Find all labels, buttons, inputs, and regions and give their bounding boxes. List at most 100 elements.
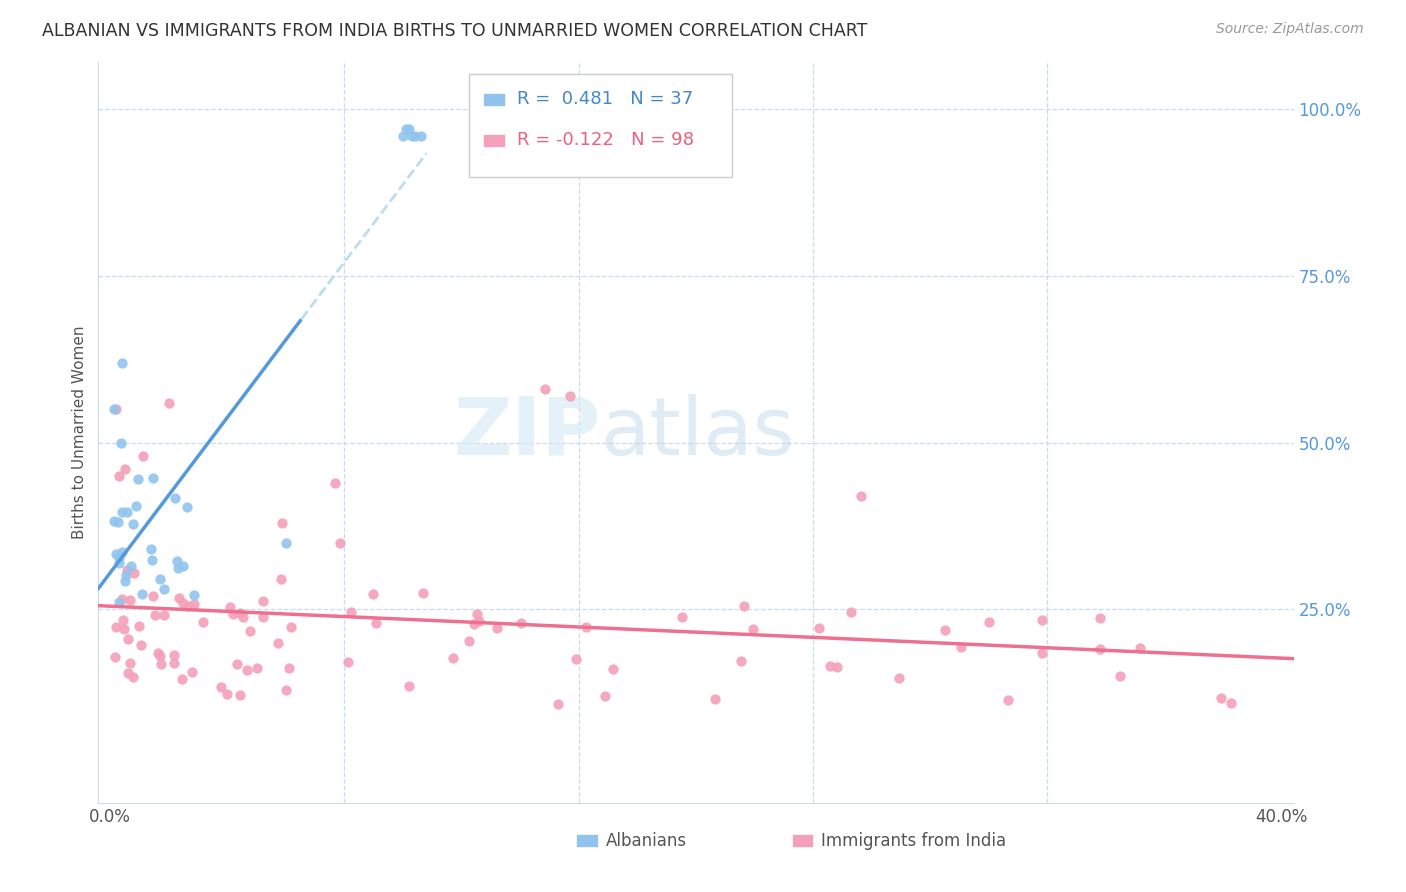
Point [1031,613,1053,627]
Point [191,615,214,629]
Point [839,605,862,619]
Point [950,640,973,655]
Point [252,610,274,624]
Point [117,666,139,681]
Point [267,636,290,650]
Point [166,554,188,568]
Y-axis label: Births to Unmarried Women: Births to Unmarried Women [72,326,87,540]
Point [163,648,186,663]
Point [575,620,598,634]
Point [463,617,485,632]
Point [979,615,1001,629]
Point [103,402,125,417]
Point [593,689,616,703]
Point [142,589,165,603]
Point [108,556,131,570]
Text: R =  0.481   N = 37: R = 0.481 N = 37 [517,90,693,109]
Point [167,591,190,606]
Point [401,128,423,143]
Point [733,599,755,614]
Point [934,624,956,638]
Point [149,648,172,663]
Point [1220,696,1243,710]
Text: atlas: atlas [600,393,794,472]
Point [392,128,415,143]
Text: Source: ZipAtlas.com: Source: ZipAtlas.com [1216,22,1364,37]
Point [252,594,274,608]
Point [219,599,242,614]
Point [142,471,165,485]
Point [167,561,190,575]
Point [131,449,153,463]
Text: Albanians: Albanians [606,832,688,850]
Point [270,516,292,530]
Point [887,671,910,685]
Text: ZIP: ZIP [453,393,600,472]
Point [127,472,149,486]
Point [534,382,557,396]
Point [510,615,533,630]
Point [278,661,301,675]
Point [146,646,169,660]
Point [807,621,830,635]
Point [565,652,588,666]
Point [222,607,245,621]
Point [110,435,132,450]
Point [465,607,488,621]
Text: ALBANIAN VS IMMIGRANTS FROM INDIA BIRTHS TO UNMARRIED WOMEN CORRELATION CHART: ALBANIAN VS IMMIGRANTS FROM INDIA BIRTHS… [42,22,868,40]
Point [107,515,129,529]
Point [602,662,624,676]
Point [141,541,163,556]
Point [131,638,153,652]
Point [468,615,491,629]
Point [209,681,232,695]
Point [105,402,128,417]
Point [703,691,725,706]
Point [153,582,176,596]
Point [108,469,131,483]
Point [547,697,569,711]
Point [111,613,134,627]
Point [112,622,135,636]
Point [128,619,150,633]
Point [131,587,153,601]
Point [172,558,194,573]
Point [122,517,145,532]
Point [1129,641,1152,656]
Point [153,608,176,623]
Point [827,659,849,673]
Point [181,665,204,680]
Point [183,597,205,611]
Point [1088,611,1111,625]
Point [120,593,142,607]
Point [104,649,127,664]
Point [1209,690,1232,705]
Point [114,462,136,476]
Point [742,623,765,637]
Point [145,607,167,622]
Point [323,475,346,490]
Point [149,572,172,586]
Point [141,553,163,567]
Point [110,355,132,369]
Point [409,128,432,143]
Point [114,574,136,588]
Point [120,559,142,574]
Point [231,609,253,624]
Text: R = -0.122   N = 98: R = -0.122 N = 98 [517,131,693,149]
Point [104,620,127,634]
Point [730,654,752,668]
Point [560,389,582,403]
Point [236,663,259,677]
Bar [576,834,598,847]
Point [108,551,131,566]
Point [280,620,302,634]
Point [671,609,693,624]
Point [111,505,134,519]
Point [118,656,141,670]
Point [114,568,136,582]
Point [329,535,352,549]
Point [125,500,148,514]
Point [157,395,180,409]
Point [239,624,262,638]
